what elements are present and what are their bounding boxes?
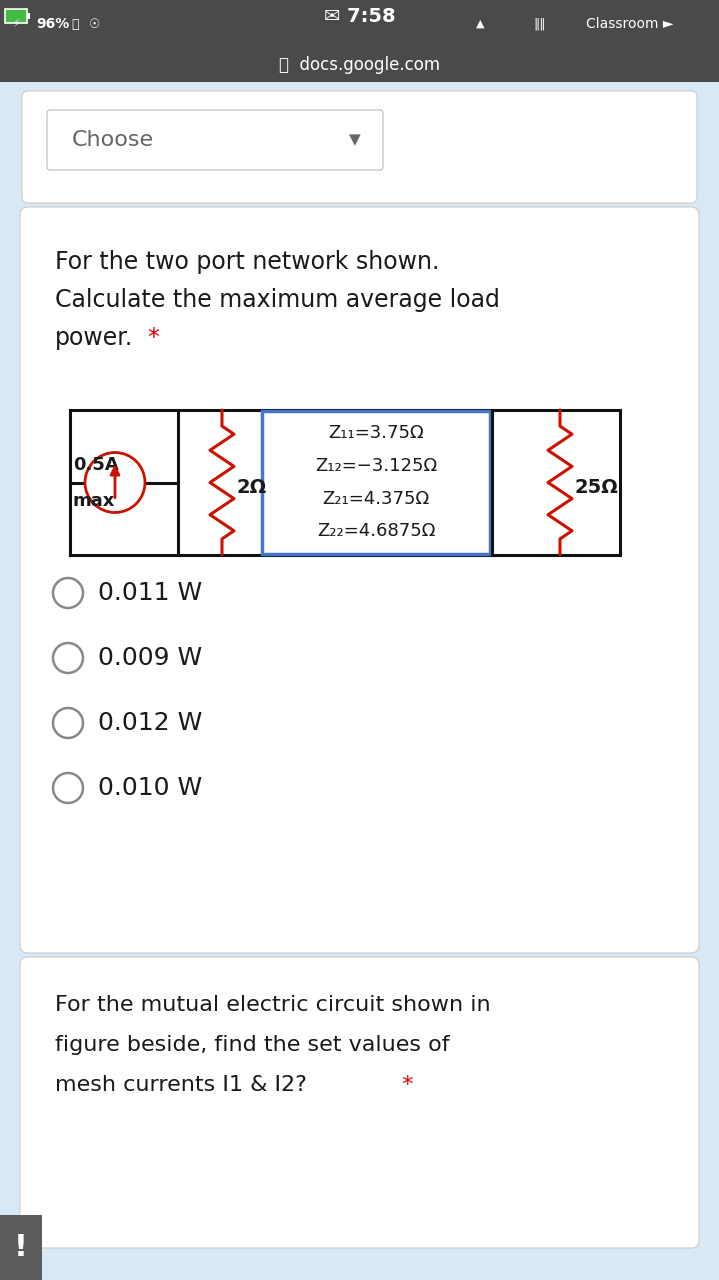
Circle shape (53, 773, 83, 803)
Circle shape (53, 708, 83, 739)
Text: Z₁₁=3.75Ω: Z₁₁=3.75Ω (328, 424, 423, 442)
FancyBboxPatch shape (0, 1215, 42, 1280)
Text: 0.009 W: 0.009 W (98, 646, 202, 669)
Text: ⚡: ⚡ (12, 19, 20, 29)
Text: ▼: ▼ (349, 133, 361, 147)
Text: Z₁₂=−3.125Ω: Z₁₂=−3.125Ω (315, 457, 437, 475)
Text: Z₂₁=4.375Ω: Z₂₁=4.375Ω (322, 489, 429, 507)
Text: Calculate the maximum average load: Calculate the maximum average load (55, 288, 500, 312)
Text: power.: power. (55, 326, 133, 349)
FancyBboxPatch shape (20, 957, 699, 1248)
FancyBboxPatch shape (0, 47, 719, 82)
FancyBboxPatch shape (47, 110, 383, 170)
Circle shape (53, 643, 83, 673)
Text: *: * (395, 1075, 413, 1094)
Text: ‖‖: ‖‖ (533, 18, 546, 31)
Text: max: max (73, 492, 115, 509)
Text: 0.010 W: 0.010 W (98, 776, 202, 800)
Text: 2Ω: 2Ω (237, 477, 267, 497)
FancyBboxPatch shape (22, 91, 697, 204)
Text: ▲: ▲ (476, 19, 485, 29)
Text: Choose: Choose (72, 131, 154, 150)
Text: *: * (147, 326, 159, 349)
Text: 🔒  docs.google.com: 🔒 docs.google.com (280, 56, 441, 74)
Text: Z₂₂=4.6875Ω: Z₂₂=4.6875Ω (317, 522, 435, 540)
FancyBboxPatch shape (5, 9, 27, 23)
Text: For the two port network shown.: For the two port network shown. (55, 250, 439, 274)
Text: !: ! (14, 1233, 28, 1262)
Text: mesh currents I1 & I2?: mesh currents I1 & I2? (55, 1075, 307, 1094)
Text: 0.011 W: 0.011 W (98, 581, 202, 605)
Text: ✉ 7:58: ✉ 7:58 (324, 6, 396, 26)
Text: figure beside, find the set values of: figure beside, find the set values of (55, 1036, 449, 1055)
FancyBboxPatch shape (262, 411, 490, 554)
Text: For the mutual electric circuit shown in: For the mutual electric circuit shown in (55, 995, 490, 1015)
Circle shape (53, 579, 83, 608)
Text: Classroom ►: Classroom ► (586, 17, 674, 31)
Text: 96%: 96% (36, 17, 69, 31)
Text: 0.5A: 0.5A (73, 456, 119, 474)
Circle shape (85, 453, 145, 512)
Text: ⏰: ⏰ (71, 18, 79, 31)
Text: 0.012 W: 0.012 W (98, 710, 202, 735)
Text: 25Ω: 25Ω (574, 477, 618, 497)
Text: ☉: ☉ (89, 18, 101, 31)
FancyBboxPatch shape (0, 0, 719, 47)
FancyBboxPatch shape (27, 13, 30, 19)
FancyBboxPatch shape (20, 207, 699, 954)
